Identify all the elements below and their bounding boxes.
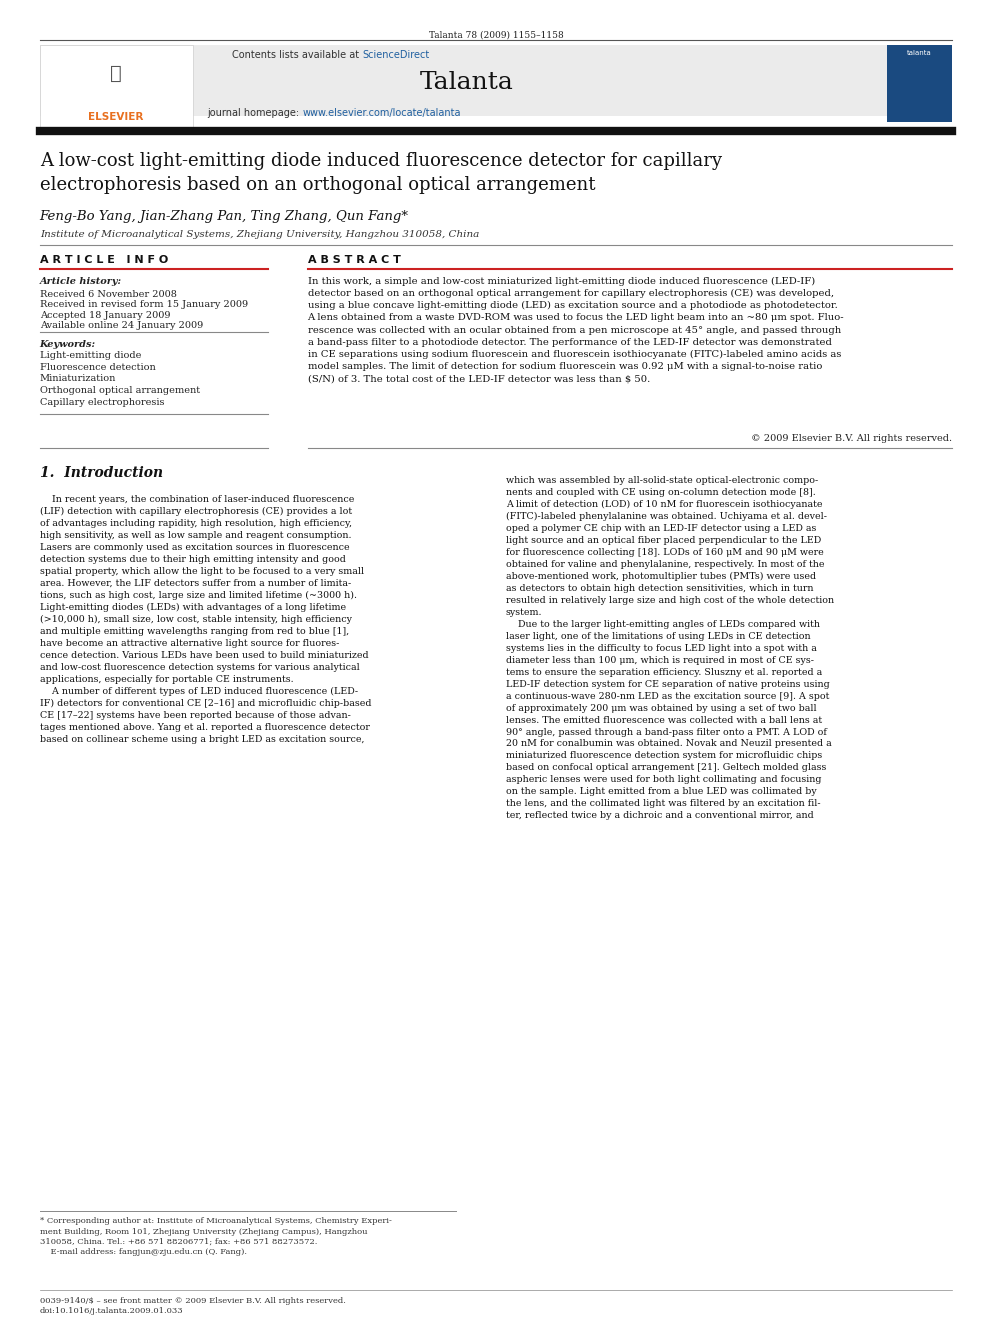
- Text: 1.  Introduction: 1. Introduction: [40, 466, 163, 480]
- Text: © 2009 Elsevier B.V. All rights reserved.: © 2009 Elsevier B.V. All rights reserved…: [751, 434, 952, 443]
- Text: Talanta 78 (2009) 1155–1158: Talanta 78 (2009) 1155–1158: [429, 30, 563, 40]
- Text: Keywords:: Keywords:: [40, 340, 96, 349]
- Text: Feng-Bo Yang, Jian-Zhang Pan, Ting Zhang, Qun Fang*: Feng-Bo Yang, Jian-Zhang Pan, Ting Zhang…: [40, 210, 409, 224]
- Text: A R T I C L E   I N F O: A R T I C L E I N F O: [40, 255, 168, 266]
- Text: In recent years, the combination of laser-induced fluorescence
(LIF) detection w: In recent years, the combination of lase…: [40, 495, 371, 744]
- Text: talanta: talanta: [908, 50, 931, 57]
- Text: Received in revised form 15 January 2009: Received in revised form 15 January 2009: [40, 300, 248, 310]
- Text: In this work, a simple and low-cost miniaturized light-emitting diode induced fl: In this work, a simple and low-cost mini…: [308, 277, 844, 384]
- Text: Article history:: Article history:: [40, 277, 122, 286]
- Text: 🌳: 🌳: [110, 64, 122, 82]
- Text: Institute of Microanalytical Systems, Zhejiang University, Hangzhou 310058, Chin: Institute of Microanalytical Systems, Zh…: [40, 230, 479, 239]
- Text: Accepted 18 January 2009: Accepted 18 January 2009: [40, 311, 171, 320]
- Text: Fluorescence detection: Fluorescence detection: [40, 363, 156, 372]
- Text: Received 6 November 2008: Received 6 November 2008: [40, 290, 177, 299]
- Text: www.elsevier.com/locate/talanta: www.elsevier.com/locate/talanta: [303, 108, 461, 119]
- Text: ScienceDirect: ScienceDirect: [362, 50, 430, 61]
- FancyBboxPatch shape: [40, 45, 193, 127]
- Text: A B S T R A C T: A B S T R A C T: [308, 255, 401, 266]
- Text: Capillary electrophoresis: Capillary electrophoresis: [40, 398, 165, 407]
- Text: Talanta: Talanta: [420, 71, 513, 94]
- Text: which was assembled by all-solid-state optical-electronic compo-
nents and coupl: which was assembled by all-solid-state o…: [506, 476, 834, 820]
- Text: * Corresponding author at: Institute of Microanalytical Systems, Chemistry Exper: * Corresponding author at: Institute of …: [40, 1217, 392, 1257]
- Text: Miniaturization: Miniaturization: [40, 374, 116, 384]
- Text: Orthogonal optical arrangement: Orthogonal optical arrangement: [40, 386, 199, 396]
- Text: journal homepage:: journal homepage:: [207, 108, 303, 119]
- Text: Contents lists available at: Contents lists available at: [232, 50, 362, 61]
- Text: Available online 24 January 2009: Available online 24 January 2009: [40, 321, 203, 331]
- Text: A low-cost light-emitting diode induced fluorescence detector for capillary
elec: A low-cost light-emitting diode induced …: [40, 152, 721, 193]
- FancyBboxPatch shape: [887, 45, 952, 122]
- Text: Light-emitting diode: Light-emitting diode: [40, 351, 141, 360]
- FancyBboxPatch shape: [40, 45, 887, 116]
- Text: 0039-9140/$ – see front matter © 2009 Elsevier B.V. All rights reserved.
doi:10.: 0039-9140/$ – see front matter © 2009 El…: [40, 1297, 345, 1315]
- Text: ELSEVIER: ELSEVIER: [88, 111, 144, 122]
